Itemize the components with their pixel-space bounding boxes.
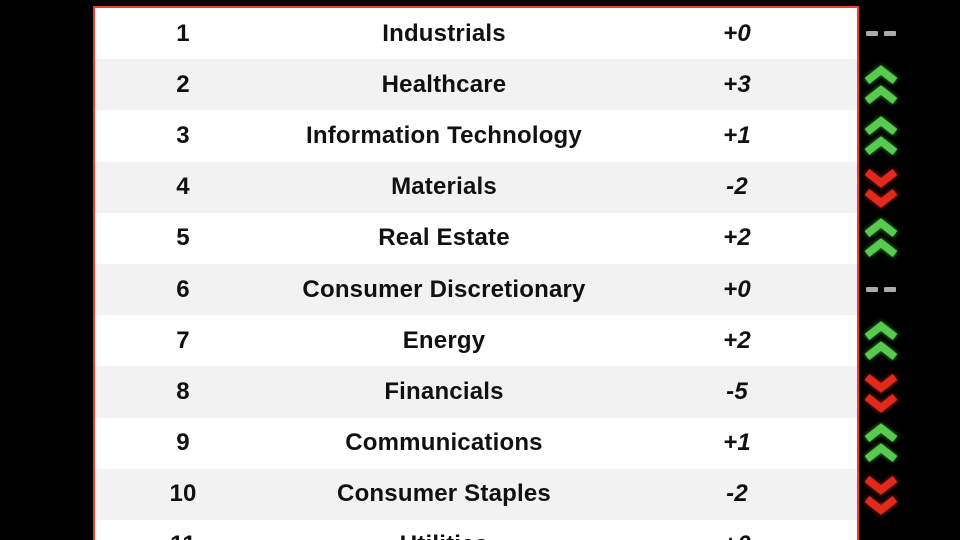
table-row: 2 Healthcare +3: [95, 59, 857, 111]
sector-name: Utilities: [271, 531, 617, 540]
sector-name: Industrials: [382, 19, 506, 47]
sector-name: Energy: [402, 326, 486, 354]
rank-change-value: +3: [723, 70, 751, 98]
table-row: 7 Energy +2: [95, 315, 857, 367]
rank-cell: 2: [176, 70, 190, 98]
rank-cell: 5: [176, 224, 190, 252]
rank-cell: 1: [176, 19, 190, 47]
rank-change-value: +0: [723, 275, 751, 303]
table-row: 5 Real Estate +2: [95, 212, 857, 264]
trend-icon-strip: [861, 6, 901, 540]
sector-name: Healthcare: [381, 70, 507, 98]
sector-name: Financials: [384, 377, 504, 405]
chevron-double-down-icon: [861, 473, 901, 516]
rank-change-value: -2: [726, 173, 748, 201]
rank-change-value: +2: [723, 326, 751, 354]
rank-change-value: +1: [723, 121, 751, 149]
rank-cell: 10: [169, 480, 197, 508]
rank-cell: 4: [176, 173, 190, 201]
ranking-table-panel: 1 Industrials +0 2 Healthcare +3 3 Infor…: [93, 6, 859, 540]
sector-name: Consumer Staples: [337, 480, 551, 508]
rank-cell: 8: [176, 377, 190, 405]
rank-cell: 6: [176, 275, 190, 303]
table-row: 8 Financials -5: [95, 366, 857, 418]
rank-change-value: +0: [723, 19, 751, 47]
table-row: 3 Information Technology +1: [95, 110, 857, 162]
table-row: 1 Industrials +0: [95, 8, 857, 60]
rank-cell: 9: [176, 429, 190, 457]
sector-name: Real Estate: [378, 224, 510, 252]
table-rows: 1 Industrials +0 2 Healthcare +3 3 Infor…: [95, 8, 857, 540]
sector-name: Communications: [345, 429, 543, 457]
rank-cell: 7: [176, 326, 190, 354]
rank-change-value: +0: [617, 531, 857, 540]
chevron-double-up-icon: [861, 422, 901, 464]
rank-change-value: -2: [726, 480, 748, 508]
table-row: 4 Materials -2: [95, 161, 857, 213]
table-row: 9 Communications +1: [95, 417, 857, 469]
sector-name: Consumer Discretionary: [302, 275, 586, 303]
sector-name: Information Technology: [306, 121, 582, 149]
no-change-dashes-icon: [861, 13, 901, 55]
table-row: 11 Utilities +0: [95, 519, 857, 540]
sector-name: Materials: [391, 173, 497, 201]
chevron-double-up-icon: [861, 217, 901, 259]
no-change-dashes-icon: [861, 525, 901, 540]
table-row: 10 Consumer Staples -2: [95, 468, 857, 520]
rank-change-value: +2: [723, 224, 751, 252]
chevron-double-up-icon: [861, 320, 901, 362]
rank-cell: 11: [95, 531, 271, 540]
table-row: 6 Consumer Discretionary +0: [95, 263, 857, 316]
rank-cell: 3: [176, 121, 190, 149]
rank-change-value: -5: [726, 377, 748, 405]
chevron-double-down-icon: [861, 166, 901, 208]
chevron-double-up-icon: [861, 64, 901, 106]
chevron-double-down-icon: [861, 371, 901, 413]
no-change-dashes-icon: [861, 269, 901, 311]
rank-change-value: +1: [723, 429, 751, 457]
chevron-double-up-icon: [861, 115, 901, 157]
